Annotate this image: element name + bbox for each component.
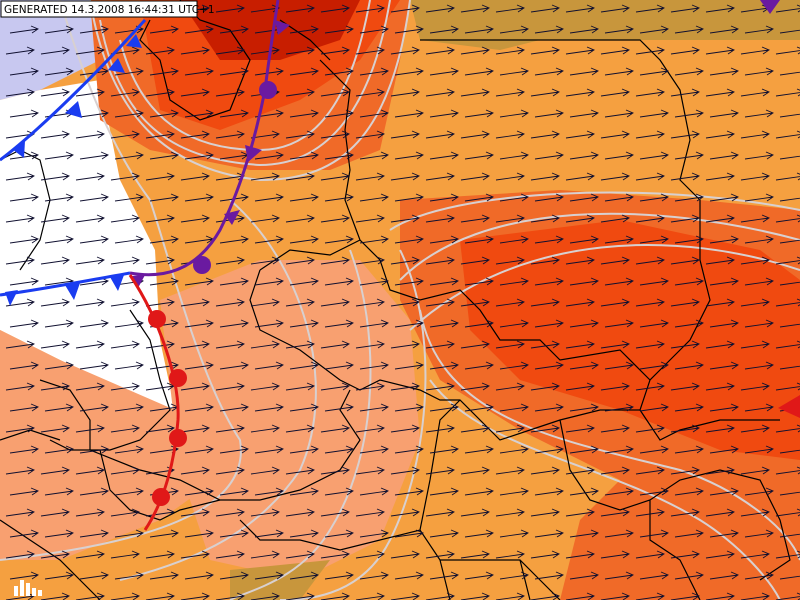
warm-front-bump [169,429,187,447]
border [559,419,791,600]
occluded-front-bump [259,81,277,99]
generated-stamp: GENERATED 14.3.2008 16:44:31 UTC+1 [4,4,215,16]
contour [119,199,317,581]
warm-front [128,274,800,531]
scale-bar [32,588,36,596]
scale-bar [38,590,42,596]
contour [89,0,411,182]
field-lavender [0,0,120,100]
warm-front-bump [169,369,187,387]
border [49,309,221,521]
contour [409,244,800,331]
contour [99,0,391,167]
scale-bar [26,583,30,596]
contour [0,0,242,561]
occluded-front [129,0,780,288]
field-brown [410,0,800,50]
contour [419,309,800,561]
field-white [0,80,175,410]
contour [429,379,781,600]
contour [399,212,800,281]
scale-bar [20,580,24,596]
field-red-east-core [460,220,800,460]
contour [229,249,372,600]
scale-icon [14,580,42,596]
border [319,59,651,381]
warm-front-teeth [778,395,800,418]
warm-front-bump [148,310,166,328]
warm-front-bump [152,488,170,506]
occluded-front-bump [193,256,211,274]
scale-bar [14,586,18,596]
occluded-front-teeth [760,0,780,14]
contour [389,191,800,231]
border [249,239,640,441]
border [420,39,780,441]
stamp-box [0,0,198,18]
cold-front [0,18,147,306]
border [239,399,561,600]
occluded-front-line [129,0,280,277]
border [0,429,101,600]
